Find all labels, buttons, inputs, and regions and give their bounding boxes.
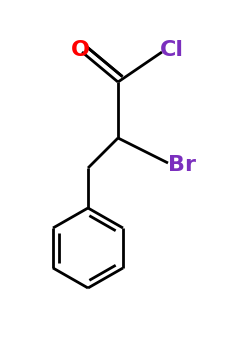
Text: O: O: [70, 40, 90, 60]
Text: Cl: Cl: [160, 40, 184, 60]
Text: Br: Br: [168, 155, 196, 175]
